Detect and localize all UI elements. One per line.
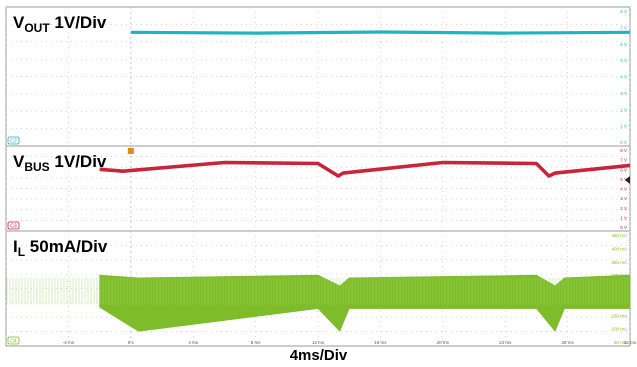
x-tick-label: 28 ms [561, 340, 574, 345]
y-tick-label: 6 V [620, 167, 627, 172]
x-tick-label: 24 ms [499, 340, 512, 345]
y-tick-label: 7 V [620, 158, 627, 163]
channel-badge-label: C3 [10, 224, 17, 230]
y-tick-label: 2 V [620, 206, 627, 211]
y-tick-label: 4 V [620, 75, 627, 80]
trace-title-subscript: L [18, 245, 25, 259]
trace-top [130, 30, 631, 35]
trace-title: VOUT 1V/Div [13, 13, 107, 35]
y-tick-label: 5 V [620, 58, 627, 63]
y-tick-label: 450 mA [611, 233, 627, 238]
y-tick-label: 1 V [620, 215, 627, 220]
y-tick-label: 2 V [620, 107, 627, 112]
y-tick-label: 7 V [620, 25, 627, 30]
trace-title-scale: 1V/Div [50, 13, 107, 32]
time-axis-label: 4ms/Div [289, 347, 348, 364]
trace-title-scale: 50mA/Div [25, 237, 108, 256]
y-tick-label: 0 V [620, 140, 627, 145]
y-tick-label: 4 V [620, 187, 627, 192]
trace-title-subscript: BUS [24, 160, 49, 174]
x-tick-label: 0 s [128, 340, 135, 345]
y-tick-label: 8 V [620, 9, 627, 14]
trace-title-main: V [13, 13, 25, 32]
y-tick-label: 8 V [620, 148, 627, 153]
y-tick-label: 0 V [620, 225, 627, 230]
x-tick-label: 12 ms [312, 340, 325, 345]
panel-middle: 8 V 7 V 6 V 5 V 4 V 3 V 2 V 1 V 0 V C3 VBUS 1V/Div [5, 145, 631, 232]
trace-title: VBUS 1V/Div [13, 152, 107, 174]
x-tick-label: -4 ms [63, 340, 75, 345]
y-tick-label: 100 mA [611, 327, 627, 332]
x-tick-label: 16 ms [374, 340, 387, 345]
trigger-marker [127, 148, 134, 154]
channel-badge-label: C2 [10, 139, 17, 145]
trace-title: IL 50mA/Div [13, 237, 108, 259]
trace-title-scale: 1V/Div [50, 152, 107, 171]
ripple-texture [6, 277, 629, 305]
channel-badge [7, 136, 20, 145]
panel-top: 8 V 7 V 6 V 5 V 4 V 3 V 2 V 1 V 0 V C2 VOUT 1V/Div [5, 6, 631, 147]
y-tick-label: 1 V [620, 124, 627, 129]
x-tick-label: 20 ms [437, 340, 450, 345]
channel-badge-label: C4 [10, 339, 17, 345]
trace-title-subscript: OUT [24, 21, 50, 35]
channel-badge [7, 221, 20, 230]
trigger-level-arrow [625, 176, 630, 184]
trace-title-main: I [13, 237, 18, 256]
trace-middle [99, 160, 631, 178]
y-tick-label: 3 V [620, 91, 627, 96]
x-tick-label: 8 ms [251, 340, 262, 345]
y-tick-label: 350 mA [611, 260, 627, 265]
y-tick-label: 6 V [620, 42, 627, 47]
channel-badge [7, 336, 20, 345]
y-tick-label: 150 mA [611, 313, 627, 318]
x-tick-label: 32 ms [624, 340, 637, 345]
y-tick-label: 3 V [620, 196, 627, 201]
x-tick-label: 4 ms [188, 340, 199, 345]
grid [5, 146, 631, 231]
y-tick-label: 50 mA [614, 340, 627, 345]
trace-title-main: V [13, 152, 25, 171]
y-tick-label: 400 mA [611, 246, 627, 251]
y-tick-label: 5 V [620, 177, 627, 182]
